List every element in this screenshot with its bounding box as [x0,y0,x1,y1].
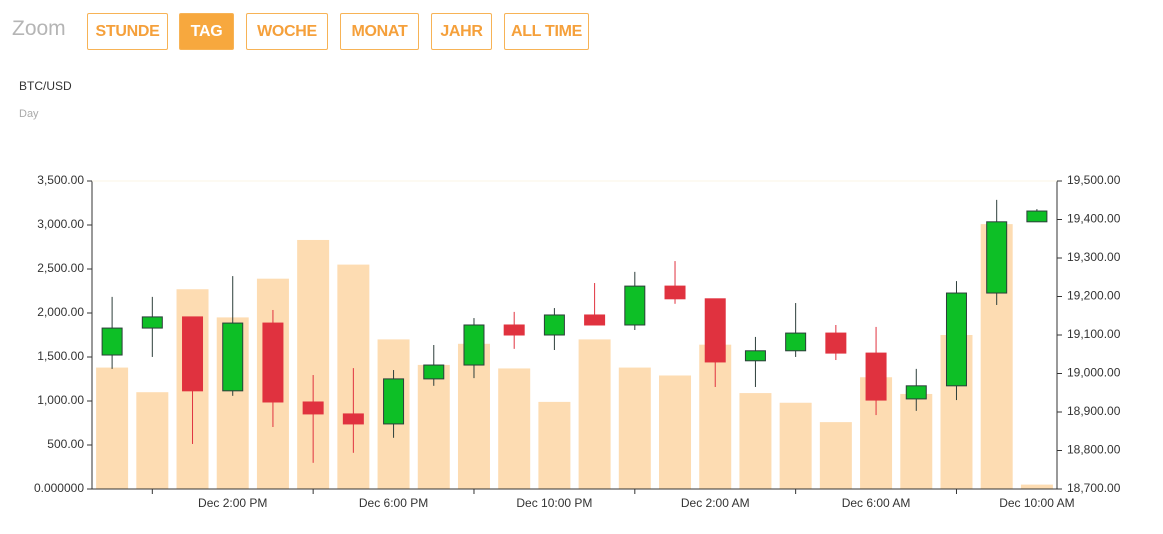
chart-subtitle: Day [19,108,39,120]
y-tick-label: 0.000000 [34,481,84,495]
zoom-button[interactable]: STUNDE [87,13,168,50]
y2-tick-label: 19,500.00 [1067,173,1121,187]
candle-body [744,350,766,362]
chart-title: BTC/USD [19,79,72,93]
volume-bar [819,422,852,489]
volume-bar [779,402,812,489]
candle-body [704,298,726,363]
y-tick-label: 3,500.00 [37,173,84,187]
candle-body [222,322,244,392]
y2-tick-label: 19,400.00 [1067,212,1121,226]
volume-bar [578,339,611,489]
y-tick-label: 1,500.00 [37,349,84,363]
candle-body [825,332,847,354]
zoom-button[interactable]: JAHR [431,13,492,50]
candle-body [383,378,405,425]
zoom-button[interactable]: TAG [179,13,234,50]
volume-bar [96,367,129,489]
y-tick-label: 500.00 [47,437,84,451]
x-tick-label: Dec 2:00 PM [198,496,267,510]
zoom-button[interactable]: ALL TIME [504,13,589,50]
candle-body [785,332,807,352]
candle-body [423,364,445,380]
candle-body [463,324,485,366]
x-tick-label: Dec 10:00 PM [516,496,592,510]
y-tick-label: 1,000.00 [37,393,84,407]
y2-tick-label: 19,000.00 [1067,366,1121,380]
volume-bar [739,393,772,489]
candle-body [664,285,686,300]
zoom-label: Zoom [12,17,66,40]
x-tick-label: Dec 10:00 AM [999,496,1074,510]
y2-tick-label: 18,800.00 [1067,443,1121,457]
candle-body [182,316,204,392]
y2-tick-label: 18,900.00 [1067,404,1121,418]
zoom-button[interactable]: WOCHE [246,13,328,50]
candle-body [624,285,646,326]
y2-tick-label: 18,700.00 [1067,481,1121,495]
x-tick-label: Dec 6:00 AM [842,496,911,510]
x-tick-label: Dec 2:00 AM [681,496,750,510]
candle-body [905,385,927,400]
candle-body [141,316,163,329]
volume-bar [618,367,651,489]
zoom-button[interactable]: MONAT [340,13,419,50]
candle-body [865,352,887,401]
candle-body [986,221,1008,294]
volume-bar [538,401,571,489]
x-tick-label: Dec 6:00 PM [359,496,428,510]
y-tick-label: 3,000.00 [37,217,84,231]
volume-bar [659,375,692,489]
volume-bar [136,392,169,489]
volume-bar [498,368,531,489]
candle-body [302,401,324,415]
y2-tick-label: 19,200.00 [1067,289,1121,303]
volume-bar [1020,484,1053,489]
candle-body [543,314,565,336]
y2-tick-label: 19,300.00 [1067,250,1121,264]
candle-body [503,324,525,336]
candle-body [1026,210,1048,223]
y-tick-label: 2,000.00 [37,305,84,319]
y-tick-label: 2,500.00 [37,261,84,275]
candle-body [101,327,123,356]
candle-body [262,322,284,403]
y2-tick-label: 19,100.00 [1067,327,1121,341]
candle-body [584,314,606,326]
candle-body [342,413,364,425]
candle-body [945,292,967,387]
